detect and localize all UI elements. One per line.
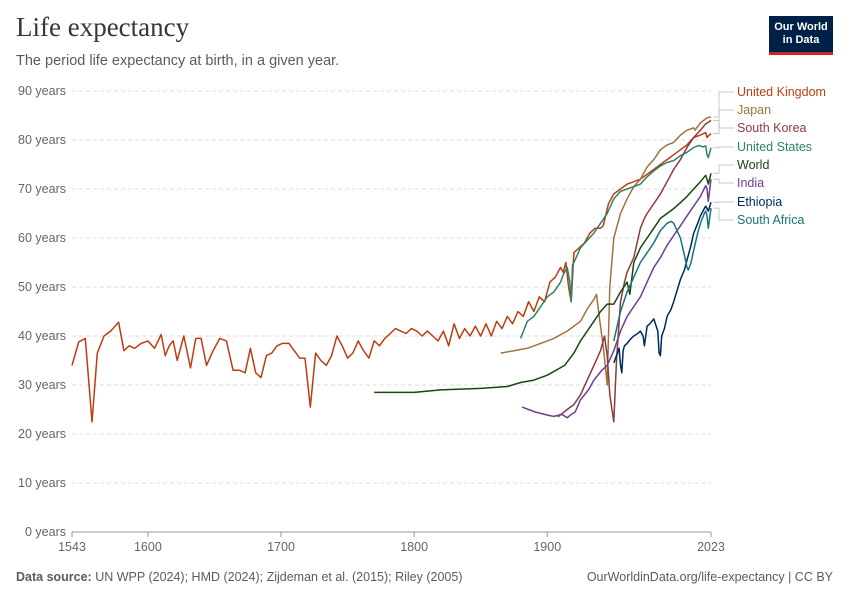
y-tick-label: 90 years (18, 84, 66, 98)
x-tick-label: 1600 (134, 540, 162, 554)
series-line-united-states (519, 144, 712, 339)
chart-title: Life expectancy (16, 12, 190, 42)
x-tick-label: 2023 (697, 540, 725, 554)
x-tick-label: 1700 (267, 540, 295, 554)
series-line-ethiopia (613, 201, 712, 374)
owid-logo[interactable]: Our World in Data (769, 16, 833, 55)
legend-label-japan: Japan (737, 103, 771, 117)
legend-label-world: World (737, 158, 769, 172)
logo-line-1: Our World (774, 21, 828, 33)
legend-connector (713, 178, 734, 184)
y-tick-label: 50 years (18, 280, 66, 294)
chart-subtitle: The period life expectancy at birth, in … (16, 53, 340, 69)
source-label: Data source: (16, 570, 92, 584)
y-tick-label: 10 years (18, 476, 66, 490)
x-tick-label: 1800 (400, 540, 428, 554)
series-line-india (521, 179, 712, 419)
y-tick-label: 0 years (25, 525, 66, 539)
series-line-japan (500, 116, 712, 386)
series-line-south-korea (557, 119, 712, 423)
series-line-south-africa (613, 208, 712, 342)
y-tick-label: 60 years (18, 231, 66, 245)
y-tick-label: 40 years (18, 329, 66, 343)
legend-connector (713, 91, 734, 134)
y-tick-label: 20 years (18, 427, 66, 441)
legend-label-south-korea: South Korea (737, 121, 807, 135)
y-tick-label: 30 years (18, 378, 66, 392)
y-tick-label: 80 years (18, 133, 66, 147)
x-tick-label: 1543 (58, 540, 86, 554)
legend-connector (713, 109, 734, 118)
y-tick-label: 70 years (18, 182, 66, 196)
legend-connector (713, 146, 734, 149)
legend-connector (713, 207, 734, 221)
legend-label-ethiopia: Ethiopia (737, 195, 782, 209)
series-line-united-kingdom (71, 131, 712, 423)
series-line-world (374, 173, 712, 394)
legend-label-united-kingdom: United Kingdom (737, 85, 826, 99)
legend-label-south-africa: South Africa (737, 213, 804, 227)
source-text: UN WPP (2024); HMD (2024); Zijdeman et a… (95, 570, 463, 584)
logo-line-2: in Data (782, 34, 820, 46)
x-tick-label: 1900 (533, 540, 561, 554)
legend-label-united-states: United States (737, 140, 812, 154)
footer-source: Data source: UN WPP (2024); HMD (2024); … (16, 570, 463, 584)
footer-link[interactable]: OurWorldinData.org/life-expectancy | CC … (586, 570, 833, 584)
legend-label-india: India (737, 176, 764, 190)
legend-connector (713, 120, 734, 129)
legend-connector (713, 164, 734, 174)
